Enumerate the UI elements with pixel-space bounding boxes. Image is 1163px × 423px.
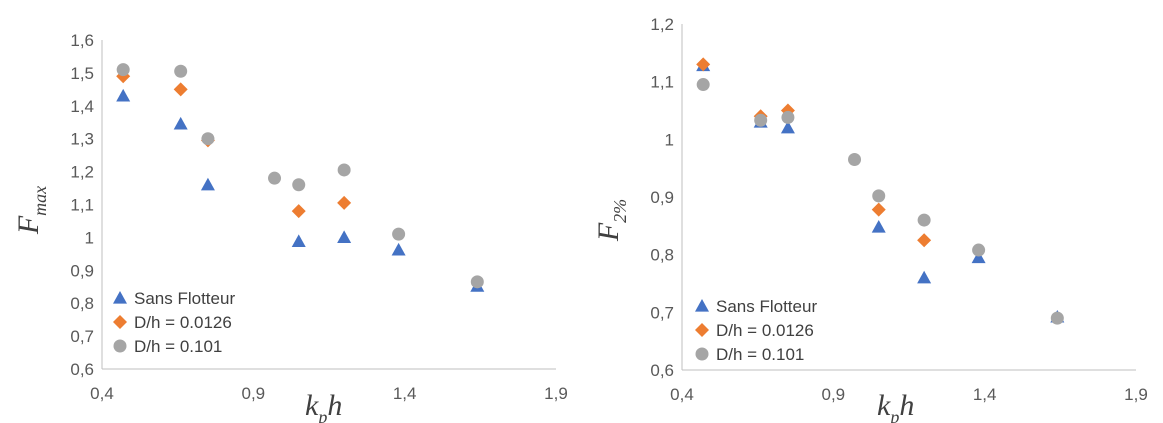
data-point xyxy=(292,178,306,192)
chart-f2pct: 0,6 0,7 0,8 0,9 1 1,1 1,2 0,4 0,9 1,4 1,9 Sans Flot… xyxy=(592,15,1148,423)
data-point xyxy=(174,64,188,78)
legend-entry-label: D/h = 0.101 xyxy=(134,337,222,356)
data-point xyxy=(696,57,711,72)
data-point xyxy=(391,242,406,256)
series-1 xyxy=(116,69,352,219)
series-2 xyxy=(696,78,1064,325)
y-tick-label: 1,6 xyxy=(70,31,94,50)
data-point xyxy=(696,78,710,92)
data-point xyxy=(972,243,986,257)
x-tick-label: 1,4 xyxy=(393,384,417,403)
y-tick-label: 1 xyxy=(85,228,94,247)
x-tick-label: 1,9 xyxy=(1124,385,1148,404)
y-axis-label-main: F xyxy=(592,222,625,242)
series-2 xyxy=(116,63,484,289)
data-point xyxy=(173,116,188,130)
data-point xyxy=(116,88,131,102)
data-point xyxy=(917,270,932,284)
legend: Sans Flotteur D/h = 0.0126 D/h = 0.101 xyxy=(113,289,235,356)
x-axis-label-tail: h xyxy=(327,389,342,422)
x-tick-label: 1,4 xyxy=(973,385,997,404)
data-point xyxy=(337,163,351,177)
legend-entry-label: D/h = 0.0126 xyxy=(134,313,232,332)
data-point xyxy=(116,63,130,77)
x-axis-label-tail: h xyxy=(899,389,914,422)
legend-marker xyxy=(695,299,709,312)
legend-marker xyxy=(695,347,709,361)
y-tick-label: 0,7 xyxy=(70,327,94,346)
data-point xyxy=(201,132,215,146)
y-tick-label: 1,1 xyxy=(70,196,94,215)
y-tick-label: 1,1 xyxy=(650,73,674,92)
legend-marker xyxy=(113,315,127,329)
data-point xyxy=(173,82,188,97)
x-tick-label: 0,4 xyxy=(90,384,114,403)
y-tick-label: 0,6 xyxy=(70,360,94,379)
legend-marker xyxy=(113,339,127,353)
legend: Sans Flotteur D/h = 0.0126 D/h = 0.101 xyxy=(695,297,817,364)
data-point xyxy=(337,230,352,243)
data-point xyxy=(291,204,306,219)
y-tick-label: 1 xyxy=(665,130,674,149)
data-point xyxy=(268,171,282,185)
x-tick-label: 0,9 xyxy=(242,384,266,403)
legend-entry-label: D/h = 0.101 xyxy=(716,345,804,364)
y-axis-label: F2% xyxy=(592,199,630,242)
data-point xyxy=(291,234,306,247)
data-point xyxy=(917,233,932,248)
y-tick-label: 0,9 xyxy=(70,261,94,280)
y-tick-label: 1,2 xyxy=(650,15,674,34)
data-point xyxy=(337,195,352,210)
data-point xyxy=(871,202,886,217)
data-point xyxy=(392,227,406,241)
legend-entry-label: Sans Flotteur xyxy=(134,289,235,308)
legend-entry-label: D/h = 0.0126 xyxy=(716,321,814,340)
y-tick-label: 1,4 xyxy=(70,97,94,116)
x-axis-label-main: k xyxy=(877,389,891,422)
x-tick-label: 0,9 xyxy=(822,385,846,404)
data-point xyxy=(780,120,795,134)
x-axis-label: kph xyxy=(305,389,342,423)
data-point xyxy=(848,153,862,167)
x-axis-label: kph xyxy=(877,389,914,423)
y-axis-label-subscript: 2% xyxy=(610,199,630,223)
y-tick-label: 0,7 xyxy=(650,303,674,322)
y-tick-label: 1,5 xyxy=(70,64,94,83)
data-point xyxy=(1050,311,1064,325)
x-axis-label-subscript: p xyxy=(316,407,327,423)
series-0 xyxy=(116,88,485,292)
x-tick-label: 0,4 xyxy=(670,385,694,404)
data-point xyxy=(470,275,484,289)
x-axis-label-subscript: p xyxy=(888,407,899,423)
data-point xyxy=(871,219,886,233)
y-axis-label-main: F xyxy=(12,215,45,235)
data-point xyxy=(754,113,768,127)
series-1 xyxy=(696,57,932,248)
data-point xyxy=(971,250,986,264)
legend-marker xyxy=(113,291,127,304)
data-point xyxy=(781,110,795,124)
y-axis-label-subscript: max xyxy=(30,186,50,216)
y-tick-label: 0,9 xyxy=(650,188,674,207)
data-point xyxy=(872,189,886,203)
y-tick-label: 0,6 xyxy=(650,361,674,380)
legend-entry-label: Sans Flotteur xyxy=(716,297,817,316)
y-tick-label: 1,3 xyxy=(70,130,94,149)
legend-marker xyxy=(695,323,709,337)
y-tick-label: 1,2 xyxy=(70,163,94,182)
data-point xyxy=(200,177,215,191)
x-axis-label-main: k xyxy=(305,389,319,422)
x-tick-label: 1,9 xyxy=(544,384,568,403)
y-axis-label: Fmax xyxy=(12,186,50,235)
y-tick-label: 0,8 xyxy=(70,294,94,313)
y-tick-label: 0,8 xyxy=(650,246,674,265)
data-point xyxy=(917,213,931,227)
chart-fmax: 0,6 0,7 0,8 0,9 1 1,1 1,2 1,3 1,4 1,5 1,6 0,4 0,9 1,4… xyxy=(12,31,568,423)
